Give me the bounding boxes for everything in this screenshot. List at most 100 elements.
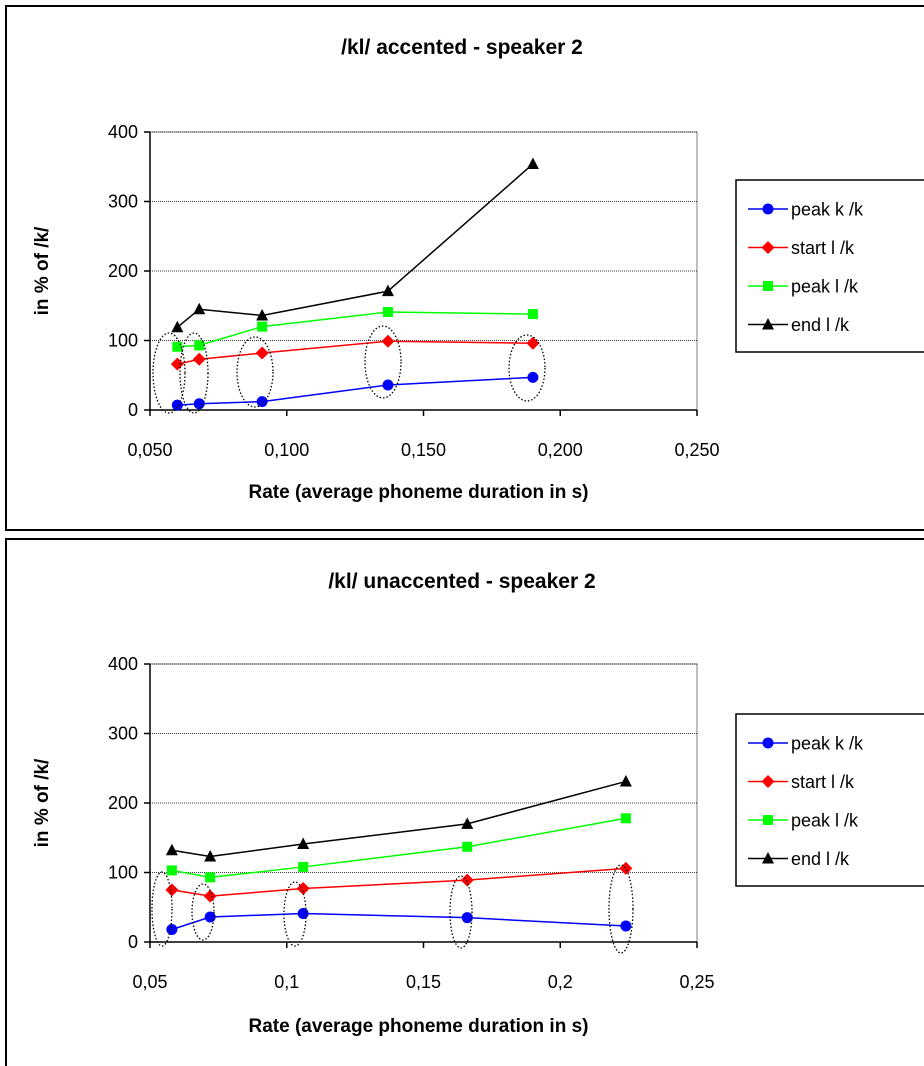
data-point (462, 841, 473, 852)
data-point (192, 352, 206, 366)
chart-title: /kl/ accented - speaker 2 (341, 36, 583, 59)
x-tick-label: 0,250 (674, 440, 719, 460)
annotation-ellipse (179, 332, 209, 414)
chart-frame (5, 5, 924, 531)
chart-frame (5, 538, 924, 1066)
data-point (193, 398, 205, 410)
annotation-ellipse (449, 875, 473, 949)
series-peak-l-k (166, 813, 631, 883)
x-tick-label: 0,15 (406, 972, 441, 992)
data-point (619, 861, 633, 875)
data-point (194, 340, 205, 351)
data-point (382, 307, 393, 318)
data-point (526, 336, 540, 350)
data-point (172, 341, 183, 352)
data-point (620, 813, 631, 824)
legend-label: peak k /k (791, 734, 864, 754)
legend-label: peak l /k (791, 811, 859, 831)
y-tick-label: 200 (108, 793, 138, 813)
data-point (526, 157, 539, 169)
data-point (171, 320, 184, 333)
data-point (620, 920, 632, 932)
chart-panel-accented: /kl/ accented - speaker 2 0 100 200 300 400 0,… (5, 5, 924, 531)
data-point (461, 817, 474, 829)
series-line (177, 376, 533, 406)
data-point (297, 908, 309, 920)
legend-marker (761, 775, 775, 788)
data-point (165, 843, 178, 856)
data-point (461, 912, 473, 924)
series-line (171, 912, 626, 931)
x-tick-label: 0,05 (132, 972, 167, 992)
series-line (171, 780, 627, 858)
chart-unaccented: /kl/ unaccented - speaker 2 0 100 200 300 400… (5, 538, 924, 1066)
series-line (176, 163, 534, 328)
legend-marker (762, 737, 774, 749)
legend-marker (761, 241, 775, 254)
x-tick-label: 0,200 (538, 440, 583, 460)
x-tick-label: 0,100 (264, 440, 309, 460)
y-tick-label: 300 (108, 724, 138, 744)
annotation-ellipse (608, 864, 634, 954)
y-tick-label: 100 (108, 331, 138, 351)
annotation-ellipse (508, 334, 546, 402)
legend-label: start l /k (791, 772, 855, 792)
data-point (165, 883, 179, 897)
data-point (298, 861, 309, 872)
annotation-ellipse (151, 871, 173, 947)
series-end-l-k (171, 157, 539, 333)
annotation-ellipse (152, 332, 186, 414)
data-point (460, 873, 474, 887)
data-point (255, 346, 269, 360)
data-point (619, 774, 632, 787)
y-tick-label: 400 (108, 122, 138, 142)
legend-label: peak l /k (791, 277, 859, 297)
y-tick-label: 300 (108, 192, 138, 212)
series-peak-l-k (172, 307, 538, 352)
series-start-l-k (165, 861, 633, 903)
data-point (203, 889, 217, 903)
annotation-ellipse (283, 881, 307, 947)
legend-label: end l /k (791, 315, 850, 335)
series-line (171, 817, 627, 879)
chart-accented: /kl/ accented - speaker 2 0 100 200 300 400 0,… (5, 5, 924, 531)
legend-label: end l /k (791, 849, 850, 869)
data-point (256, 396, 268, 408)
data-point (382, 379, 394, 391)
x-axis-title: Rate (average phoneme duration in s) (249, 482, 589, 503)
legend-marker (762, 318, 774, 330)
chart-title: /kl/ unaccented - speaker 2 (328, 570, 595, 593)
x-tick-label: 0,050 (127, 440, 172, 460)
data-point (296, 881, 310, 895)
data-point (257, 321, 268, 332)
data-point (166, 923, 178, 935)
data-point (527, 309, 538, 320)
y-tick-label: 200 (108, 261, 138, 281)
data-point (170, 357, 184, 371)
annotation-ellipse (236, 336, 274, 408)
y-tick-label: 400 (108, 654, 138, 674)
series-line (177, 311, 533, 348)
series-end-l-k (165, 774, 632, 862)
series-line (177, 340, 533, 365)
legend-marker (762, 852, 774, 864)
data-point (193, 302, 206, 315)
y-axis-title: in % of /k/ (32, 758, 53, 847)
y-axis-title: in % of /k/ (32, 226, 53, 315)
annotation-ellipse (191, 883, 215, 941)
data-point (256, 308, 269, 321)
y-tick-label: 0 (128, 932, 138, 952)
x-tick-label: 0,2 (548, 972, 573, 992)
series-peak-k-k (171, 371, 539, 411)
series-start-l-k (170, 334, 540, 371)
annotation-ellipse (364, 325, 402, 399)
x-tick-label: 0,1 (274, 972, 299, 992)
chart-panel-unaccented: /kl/ unaccented - speaker 2 0 100 200 300 400… (0, 533, 924, 1066)
legend-marker (763, 281, 773, 291)
x-tick-label: 0,25 (679, 972, 714, 992)
data-point (171, 399, 183, 411)
legend-label: peak k /k (791, 200, 864, 220)
series-peak-k-k (166, 908, 632, 935)
data-point (381, 334, 395, 348)
legend-marker (763, 815, 773, 825)
